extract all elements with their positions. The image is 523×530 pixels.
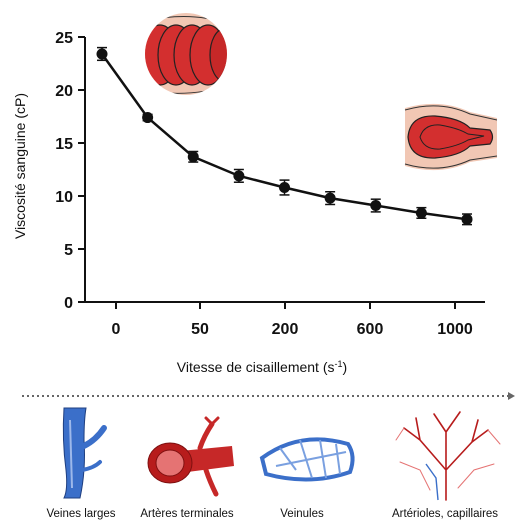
x-tick-label: 1000 [437, 321, 473, 338]
data-point [279, 182, 290, 194]
deformed-rbc-illustration [404, 103, 498, 171]
terminal-artery-illustration [147, 416, 234, 497]
venule-illustration [259, 437, 355, 482]
data-point [415, 207, 427, 219]
y-tick-label: 5 [64, 242, 73, 259]
vessel-label-arterioles-capillaries: Artérioles, capillaires [391, 508, 499, 520]
y-tick-label: 20 [55, 83, 73, 100]
x-tick-label: 0 [112, 321, 121, 338]
data-point [324, 192, 336, 204]
x-tick-label: 600 [357, 321, 384, 338]
y-tick-label: 15 [55, 136, 73, 153]
y-tick-label: 0 [64, 295, 73, 312]
separator-arrow [22, 392, 515, 400]
vessel-label-venules: Veinules [280, 508, 324, 520]
vessel-label-terminal-arteries: Artères terminales [140, 508, 234, 520]
large-vein-illustration [62, 407, 107, 499]
vessel-label-large-veins: Veines larges [46, 508, 116, 520]
data-point [96, 48, 108, 60]
data-point [370, 200, 382, 212]
y-axis-title: Viscosité sanguine (cP) [12, 93, 28, 239]
x-tick-label: 200 [272, 321, 299, 338]
data-point [233, 170, 245, 182]
y-tick-label: 10 [55, 189, 73, 206]
x-tick-label: 50 [191, 321, 209, 338]
rbc-aggregate-illustration [145, 13, 227, 95]
data-point [142, 112, 154, 124]
data-point [461, 213, 473, 225]
y-tick-label: 25 [55, 30, 73, 47]
arteriole-capillary-illustration [395, 411, 501, 501]
x-axis-title: Vitesse de cisaillement (s-1) [177, 359, 347, 375]
data-point [187, 151, 199, 163]
